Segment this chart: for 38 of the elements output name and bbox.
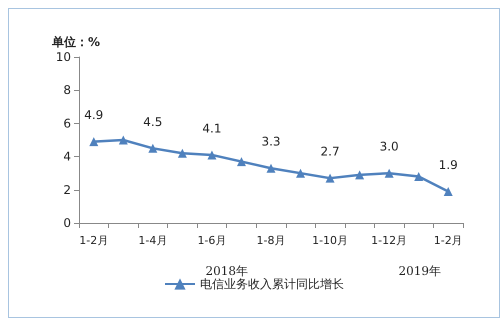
y-tick-label: 0 xyxy=(63,216,71,230)
point xyxy=(178,148,187,158)
point xyxy=(118,136,128,144)
data-label: 3.3 xyxy=(261,134,281,149)
y-tick-label: 2 xyxy=(63,182,71,197)
x-tick-label: 1-12月 xyxy=(371,234,408,247)
point xyxy=(89,137,98,146)
y-tick-label: 10 xyxy=(56,50,71,64)
data-label: 4.5 xyxy=(143,114,162,129)
point xyxy=(355,170,364,180)
chart-frame: 2018年 2019年 0 2 4 6 8 10 1-2月 1-4月 1-6月 1-8月 1-10月 1-12月 1-2月 4.9 4.5 4.1 3.3 2.7 3.0 1.9 电信业务收入累计同比增长 单位：% xyxy=(8,8,500,318)
data-label: 2.7 xyxy=(320,144,340,159)
point xyxy=(414,172,424,182)
x-tick-label: 1-8月 xyxy=(256,234,286,247)
x-tick-label: 1-4月 xyxy=(138,234,168,247)
data-label: 4.9 xyxy=(84,108,104,122)
text: 2019年 xyxy=(398,264,442,278)
x-tick-label: 1-2月 xyxy=(79,234,108,247)
point xyxy=(384,168,394,178)
point xyxy=(266,164,276,173)
x-tick-label: 1-2月 xyxy=(434,234,463,247)
data-label: 1.9 xyxy=(438,158,458,172)
legend-label: 电信业务收入累计同比增长 xyxy=(200,277,344,291)
y-tick-label: 6 xyxy=(63,116,71,130)
point xyxy=(296,168,306,178)
data-label: 4.1 xyxy=(202,121,222,136)
point xyxy=(148,144,158,153)
text: 2018年 xyxy=(205,264,248,278)
y-tick-label: 4 xyxy=(63,150,71,164)
y-tick-label: 8 xyxy=(63,83,71,98)
data-label: 3.0 xyxy=(380,140,399,154)
point xyxy=(326,174,335,183)
point xyxy=(236,157,246,166)
y-axis-title: 单位：% xyxy=(51,35,100,49)
x-tick-label: 1-10月 xyxy=(312,234,348,247)
point xyxy=(207,150,216,160)
point xyxy=(444,186,453,196)
x-tick-label: 1-6月 xyxy=(197,234,226,247)
